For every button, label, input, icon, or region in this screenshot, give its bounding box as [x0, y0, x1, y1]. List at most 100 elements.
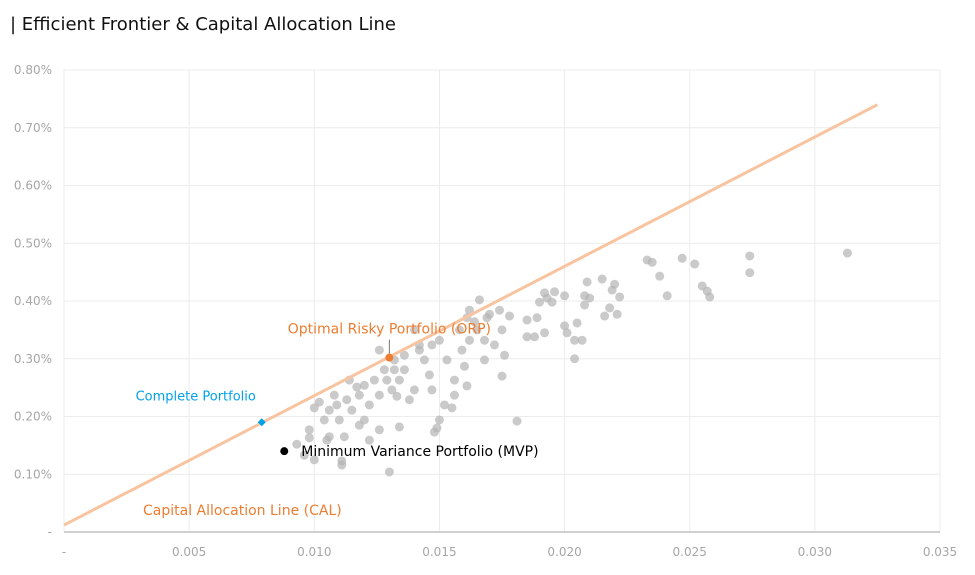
portfolio-point	[482, 313, 492, 323]
orp-label: Optimal Risky Portfolio (ORP)	[288, 322, 491, 338]
portfolio-point	[404, 395, 414, 405]
x-tick-label: 0.020	[547, 545, 581, 559]
portfolio-point	[464, 335, 474, 345]
portfolio-point	[389, 365, 399, 375]
portfolio-point	[457, 345, 467, 355]
portfolio-point	[354, 390, 364, 400]
portfolio-point	[342, 395, 352, 405]
portfolio-point	[304, 425, 314, 435]
portfolio-point	[369, 375, 379, 385]
portfolio-point	[464, 305, 474, 315]
portfolio-point	[550, 287, 560, 297]
portfolio-point	[522, 332, 532, 342]
portfolio-point	[530, 332, 540, 342]
portfolio-point	[449, 375, 459, 385]
complete-portfolio-marker	[257, 418, 266, 427]
portfolio-point	[647, 257, 657, 267]
portfolio-point	[429, 427, 439, 437]
portfolio-point	[469, 317, 479, 327]
portfolio-point	[497, 325, 507, 335]
cal-label: Capital Allocation Line (CAL)	[143, 503, 342, 519]
portfolio-point	[292, 439, 302, 449]
portfolio-point	[677, 253, 687, 263]
portfolio-point	[570, 335, 580, 345]
portfolio-point	[582, 277, 592, 287]
portfolio-point	[540, 288, 550, 298]
portfolio-point	[442, 355, 452, 365]
y-tick-label: -	[48, 525, 52, 539]
portfolio-point	[607, 285, 617, 295]
chart-title: | Efficient Frontier & Capital Allocatio…	[10, 14, 397, 35]
mvp-marker	[280, 447, 289, 456]
portfolio-point	[454, 325, 464, 335]
portfolio-point	[474, 295, 484, 305]
y-tick-label: 0.80%	[14, 63, 52, 77]
portfolio-point	[705, 292, 715, 302]
portfolio-point	[379, 365, 389, 375]
portfolio-point	[842, 248, 852, 258]
portfolio-point	[560, 321, 570, 331]
portfolio-point	[494, 305, 504, 315]
portfolio-point	[662, 291, 672, 301]
x-tick-label: -	[62, 545, 66, 559]
complete-portfolio-label: Complete Portfolio	[136, 389, 256, 404]
portfolio-point	[547, 297, 557, 307]
portfolio-point	[570, 354, 580, 364]
portfolio-point	[324, 405, 334, 415]
portfolio-point	[339, 432, 349, 442]
portfolio-point	[329, 390, 339, 400]
portfolio-point	[580, 300, 590, 310]
portfolio-point	[374, 345, 384, 355]
portfolio-point	[562, 328, 572, 338]
portfolio-point	[427, 340, 437, 350]
portfolio-point	[447, 403, 457, 413]
portfolio-point	[577, 335, 587, 345]
portfolio-point	[424, 370, 434, 380]
portfolio-point	[615, 292, 625, 302]
portfolio-point	[419, 355, 429, 365]
portfolio-point	[605, 303, 615, 313]
portfolio-point	[745, 251, 755, 261]
portfolio-point	[354, 420, 364, 430]
portfolio-point	[532, 313, 542, 323]
cal-line	[63, 103, 879, 527]
portfolio-point	[399, 365, 409, 375]
portfolio-point	[439, 400, 449, 410]
portfolio-point	[434, 335, 444, 345]
y-tick-label: 0.10%	[14, 467, 52, 481]
y-tick-label: 0.70%	[14, 121, 52, 135]
portfolio-point	[540, 328, 550, 338]
portfolio-point	[522, 315, 532, 325]
y-tick-label: 0.20%	[14, 410, 52, 424]
portfolio-point	[479, 335, 489, 345]
x-tick-label: 0.030	[798, 545, 832, 559]
portfolio-point	[489, 340, 499, 350]
portfolio-point	[409, 325, 419, 335]
portfolio-point	[512, 416, 522, 426]
portfolio-point	[597, 274, 607, 284]
portfolio-point	[364, 435, 374, 445]
portfolio-point	[319, 415, 329, 425]
portfolio-point	[462, 381, 472, 391]
y-tick-label: 0.30%	[14, 352, 52, 366]
portfolio-point	[600, 311, 610, 321]
portfolio-point	[449, 390, 459, 400]
mvp-label: Minimum Variance Portfolio (MVP)	[301, 444, 538, 460]
orp-marker	[385, 353, 394, 362]
x-tick-label: 0.015	[422, 545, 456, 559]
portfolio-point	[374, 425, 384, 435]
portfolio-point	[309, 455, 319, 465]
y-tick-label: 0.50%	[14, 236, 52, 250]
portfolio-point	[352, 382, 362, 392]
portfolio-point	[382, 375, 392, 385]
portfolio-point	[394, 375, 404, 385]
portfolio-point	[304, 433, 314, 443]
portfolio-point	[745, 268, 755, 278]
portfolio-point	[612, 309, 622, 319]
portfolio-point	[497, 371, 507, 381]
portfolio-point	[364, 400, 374, 410]
portfolio-point	[384, 467, 394, 477]
portfolio-point	[374, 390, 384, 400]
portfolio-point	[459, 361, 469, 371]
